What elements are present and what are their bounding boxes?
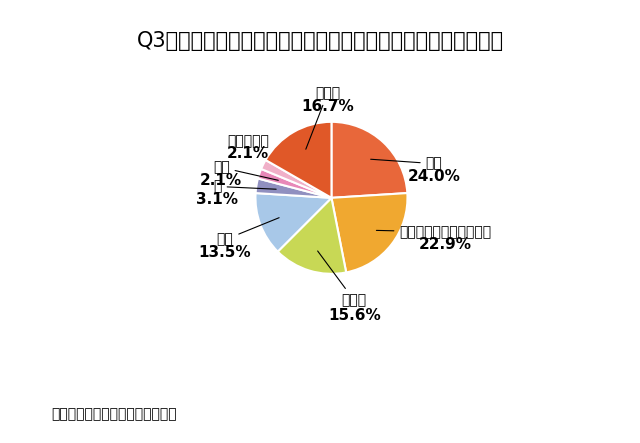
Text: クッション・座布団・枕: クッション・座布団・枕	[376, 225, 492, 239]
Text: 3.1%: 3.1%	[196, 192, 239, 207]
Wedge shape	[332, 193, 408, 272]
Text: 16.7%: 16.7%	[301, 99, 354, 114]
Text: 目薬: 目薬	[213, 160, 278, 180]
Wedge shape	[261, 160, 332, 198]
Wedge shape	[278, 198, 346, 274]
Text: 13.5%: 13.5%	[199, 245, 252, 260]
Wedge shape	[266, 122, 332, 198]
Text: Q3：運転中、疲れないようにするためのアイテムは何ですか？: Q3：運転中、疲れないようにするためのアイテムは何ですか？	[136, 31, 504, 51]
Text: 飲み物: 飲み物	[317, 251, 367, 307]
Text: カーリースの定額カルモくん調べ: カーリースの定額カルモくん調べ	[51, 407, 177, 421]
Text: 15.6%: 15.6%	[328, 308, 381, 323]
Text: 音楽: 音楽	[217, 218, 279, 247]
Wedge shape	[255, 193, 332, 252]
Wedge shape	[255, 179, 332, 198]
Text: 2.1%: 2.1%	[227, 146, 269, 161]
Text: サングラス: サングラス	[227, 134, 269, 148]
Text: 飴: 飴	[213, 179, 276, 194]
Wedge shape	[332, 122, 407, 198]
Wedge shape	[258, 169, 332, 198]
Text: 22.9%: 22.9%	[419, 237, 472, 253]
Text: 24.0%: 24.0%	[408, 169, 461, 184]
Text: 2.1%: 2.1%	[200, 173, 243, 188]
Text: ガム: ガム	[371, 157, 442, 171]
Text: その他: その他	[306, 86, 340, 149]
